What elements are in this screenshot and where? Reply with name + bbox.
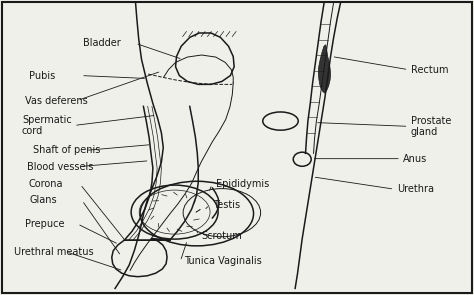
Text: Epididymis: Epididymis bbox=[216, 179, 269, 189]
Text: Corona: Corona bbox=[28, 179, 63, 189]
Text: Prepuce: Prepuce bbox=[25, 219, 65, 229]
Text: Anus: Anus bbox=[403, 154, 428, 164]
Text: Testis: Testis bbox=[213, 200, 240, 210]
Text: Pubis: Pubis bbox=[29, 71, 55, 81]
Text: Glans: Glans bbox=[30, 195, 58, 205]
Text: Tunica Vaginalis: Tunica Vaginalis bbox=[184, 256, 262, 266]
Text: Scrotum: Scrotum bbox=[201, 231, 242, 241]
Text: Shaft of penis: Shaft of penis bbox=[33, 145, 100, 155]
Text: Spermatic
cord: Spermatic cord bbox=[22, 115, 72, 136]
Text: Urethra: Urethra bbox=[397, 184, 434, 194]
Text: Bladder: Bladder bbox=[83, 38, 121, 48]
Text: Vas deferens: Vas deferens bbox=[25, 96, 88, 106]
Text: Rectum: Rectum bbox=[411, 65, 448, 75]
Text: Prostate
gland: Prostate gland bbox=[411, 116, 451, 137]
Text: Urethral meatus: Urethral meatus bbox=[14, 247, 93, 257]
Polygon shape bbox=[318, 45, 330, 93]
Text: Blood vessels: Blood vessels bbox=[27, 162, 93, 172]
